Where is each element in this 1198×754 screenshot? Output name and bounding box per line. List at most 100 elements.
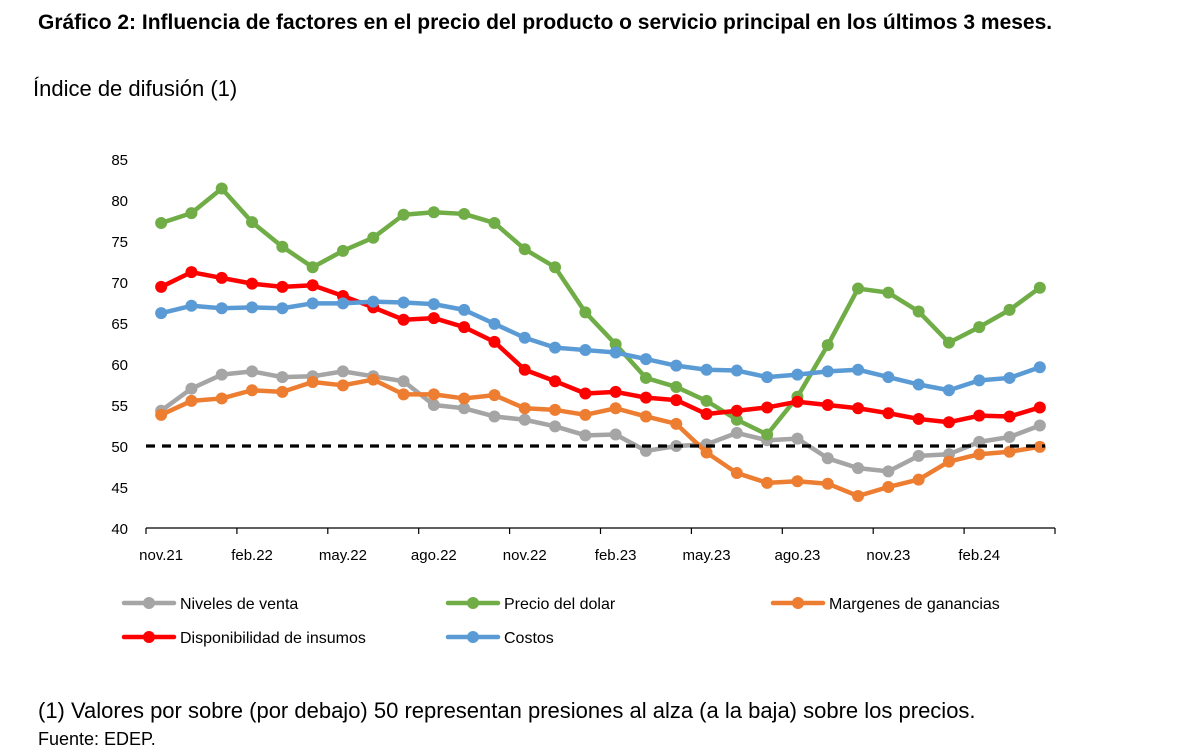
data-point-margenes-de-ganancias (246, 384, 259, 397)
x-tick-label: nov.22 (503, 547, 547, 564)
data-point-disponibilidad-de-insumos (185, 266, 198, 279)
data-point-precio-del-dolar (549, 261, 562, 274)
data-point-disponibilidad-de-insumos (730, 404, 743, 417)
data-point-niveles-de-venta (397, 375, 410, 388)
data-point-precio-del-dolar (912, 305, 925, 318)
data-point-costos (215, 302, 228, 315)
legend-marker-costos (467, 631, 479, 643)
data-point-costos (670, 359, 683, 372)
data-point-disponibilidad-de-insumos (518, 363, 531, 376)
data-point-disponibilidad-de-insumos (458, 321, 471, 334)
data-point-precio-del-dolar (639, 371, 652, 384)
data-point-precio-del-dolar (215, 182, 228, 195)
data-point-disponibilidad-de-insumos (549, 375, 562, 388)
data-point-costos (791, 368, 804, 381)
data-point-margenes-de-ganancias (791, 475, 804, 488)
data-point-margenes-de-ganancias (488, 389, 501, 402)
data-point-margenes-de-ganancias (185, 394, 198, 407)
data-point-niveles-de-venta (458, 402, 471, 415)
data-point-margenes-de-ganancias (912, 473, 925, 486)
data-point-disponibilidad-de-insumos (488, 335, 501, 348)
data-point-niveles-de-venta (518, 413, 531, 426)
data-point-costos (1003, 371, 1016, 384)
data-point-niveles-de-venta (609, 428, 622, 441)
legend-label-disponibilidad-de-insumos: Disponibilidad de insumos (180, 630, 366, 647)
data-point-niveles-de-venta (1003, 430, 1016, 443)
data-point-costos (882, 371, 895, 384)
data-point-precio-del-dolar (761, 428, 774, 441)
x-tick-label: feb.23 (595, 547, 637, 564)
data-point-margenes-de-ganancias (1033, 440, 1046, 453)
y-tick-label: 55 (111, 398, 128, 415)
data-point-precio-del-dolar (730, 413, 743, 426)
data-point-precio-del-dolar (579, 306, 592, 319)
data-point-niveles-de-venta (912, 449, 925, 462)
legend-label-niveles-de-venta: Niveles de venta (180, 596, 298, 613)
series-line-precio-del-dolar (158, 186, 1043, 437)
data-point-precio-del-dolar (397, 208, 410, 221)
data-point-margenes-de-ganancias (730, 467, 743, 480)
data-point-precio-del-dolar (1003, 303, 1016, 316)
data-point-costos (609, 346, 622, 359)
data-point-disponibilidad-de-insumos (700, 408, 713, 421)
legend-marker-niveles-de-venta (143, 597, 155, 609)
data-point-disponibilidad-de-insumos (670, 394, 683, 407)
x-tick-label: ago.23 (775, 547, 821, 564)
data-point-niveles-de-venta (579, 429, 592, 442)
data-point-margenes-de-ganancias (367, 373, 380, 386)
data-point-precio-del-dolar (670, 380, 683, 393)
data-point-margenes-de-ganancias (397, 388, 410, 401)
data-point-disponibilidad-de-insumos (973, 409, 986, 422)
data-point-disponibilidad-de-insumos (791, 395, 804, 408)
legend-marker-precio-del-dolar (467, 597, 479, 609)
data-point-niveles-de-venta (246, 365, 259, 378)
data-point-disponibilidad-de-insumos (397, 313, 410, 326)
data-point-precio-del-dolar (367, 231, 380, 244)
data-point-costos (518, 331, 531, 344)
legend-marker-disponibilidad-de-insumos (143, 631, 155, 643)
data-point-disponibilidad-de-insumos (215, 271, 228, 284)
series-line-disponibilidad-de-insumos (158, 269, 1043, 425)
legend-label-costos: Costos (504, 630, 554, 647)
data-point-costos (488, 317, 501, 330)
data-point-precio-del-dolar (518, 243, 531, 256)
data-point-costos (427, 298, 440, 311)
x-tick-label: nov.23 (866, 547, 910, 564)
data-point-costos (730, 364, 743, 377)
data-point-margenes-de-ganancias (761, 476, 774, 489)
data-point-precio-del-dolar (276, 240, 289, 253)
data-point-precio-del-dolar (155, 216, 168, 229)
data-point-margenes-de-ganancias (973, 448, 986, 461)
x-tick-label: nov.21 (139, 547, 183, 564)
series-line-margenes-de-ganancias (158, 377, 1043, 499)
data-point-niveles-de-venta (276, 371, 289, 384)
legend-label-precio-del-dolar: Precio del dolar (504, 596, 616, 613)
data-point-niveles-de-venta (1033, 419, 1046, 432)
data-point-niveles-de-venta (488, 410, 501, 423)
x-tick-label: feb.24 (958, 547, 1000, 564)
data-point-niveles-de-venta (852, 462, 865, 475)
data-point-precio-del-dolar (852, 282, 865, 295)
data-point-margenes-de-ganancias (549, 403, 562, 416)
data-point-margenes-de-ganancias (155, 408, 168, 421)
y-tick-label: 65 (111, 316, 128, 333)
data-point-precio-del-dolar (609, 338, 622, 351)
data-point-niveles-de-venta (185, 382, 198, 395)
data-point-disponibilidad-de-insumos (1033, 401, 1046, 414)
data-point-precio-del-dolar (700, 394, 713, 407)
data-point-margenes-de-ganancias (670, 417, 683, 430)
legend-label-margenes-de-ganancias: Margenes de ganancias (829, 596, 1000, 613)
data-point-precio-del-dolar (185, 207, 198, 220)
data-point-margenes-de-ganancias (852, 490, 865, 503)
data-point-disponibilidad-de-insumos (1003, 410, 1016, 423)
data-point-precio-del-dolar (488, 216, 501, 229)
data-point-costos (246, 301, 259, 314)
data-point-margenes-de-ganancias (306, 376, 319, 389)
data-point-precio-del-dolar (246, 216, 259, 229)
data-point-niveles-de-venta (821, 452, 834, 465)
data-point-costos (852, 363, 865, 376)
y-tick-label: 70 (111, 275, 128, 292)
data-point-costos (276, 302, 289, 315)
data-point-costos (397, 296, 410, 309)
